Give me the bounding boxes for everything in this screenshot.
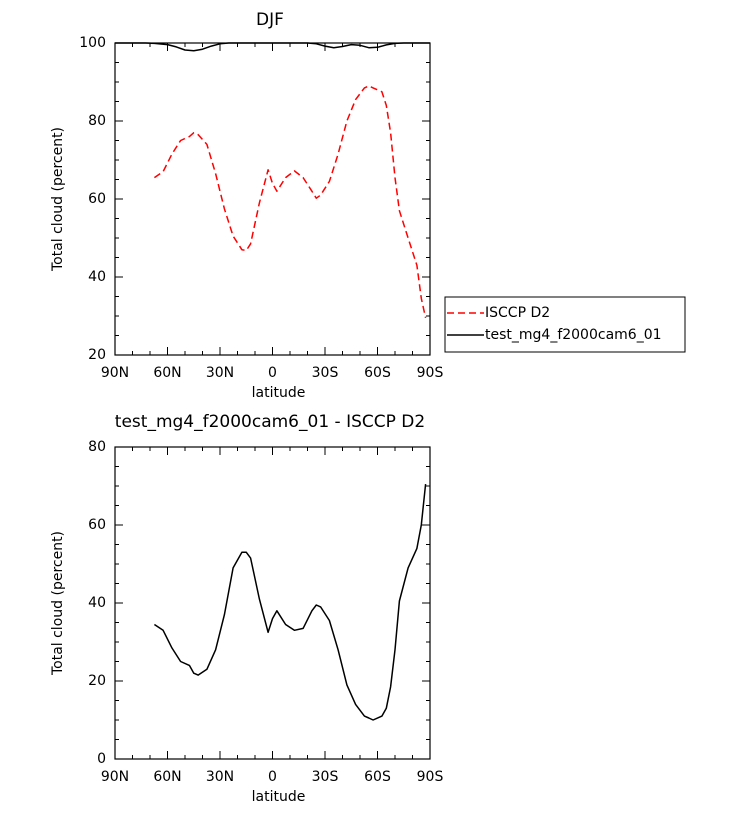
bottom-panel: test_mg4_f2000cam6_01 - ISCCP D2 90N 60N 30…: [50, 412, 443, 805]
y-axis-label: Total cloud (percent): [50, 531, 66, 676]
x-tick-label: 30S: [312, 769, 339, 785]
y-tick-label: 0: [97, 751, 106, 767]
x-tick-label: 60N: [153, 365, 181, 381]
y-tick-label: 100: [79, 35, 106, 51]
x-axis-label: latitude: [252, 789, 306, 805]
x-tick-label: 30N: [206, 365, 234, 381]
y-axis-label: Total cloud (percent): [50, 127, 66, 272]
top-panel: DJF 90N 60N 30N 0 30S 60S 90S 20 40 60 80 100 latitud…: [50, 10, 443, 401]
x-tick-label: 0: [268, 365, 277, 381]
y-tick-label: 40: [88, 269, 106, 285]
plot-frame: [114, 446, 431, 760]
x-tick-label: 60S: [364, 769, 391, 785]
series-line-difference: [153, 484, 427, 721]
chart-title: DJF: [256, 10, 284, 30]
x-tick-label: 90S: [417, 769, 444, 785]
series-line-isccp-d2: [153, 85, 427, 319]
legend: ISCCP D2 test_mg4_f2000cam6_01: [444, 296, 686, 353]
x-tick-label: 30N: [206, 769, 234, 785]
y-tick-label: 20: [88, 673, 106, 689]
x-tick-label: 30S: [312, 365, 339, 381]
x-tick-label: 60S: [364, 365, 391, 381]
x-tick-label: 0: [268, 769, 277, 785]
legend-box: [444, 296, 686, 353]
y-tick-label: 40: [88, 595, 106, 611]
legend-label: test_mg4_f2000cam6_01: [485, 327, 662, 343]
x-tick-label: 90S: [417, 365, 444, 381]
y-tick-label: 20: [88, 347, 106, 363]
x-tick-label: 60N: [153, 769, 181, 785]
legend-label: ISCCP D2: [485, 305, 550, 321]
chart-title: test_mg4_f2000cam6_01 - ISCCP D2: [115, 412, 425, 432]
x-axis-label: latitude: [252, 385, 306, 401]
y-tick-label: 80: [88, 439, 106, 455]
series-line-test-mg4-f2000cam6-01: [115, 42, 430, 52]
x-tick-label: 90N: [101, 365, 129, 381]
y-tick-label: 60: [88, 191, 106, 207]
x-tick-label: 90N: [101, 769, 129, 785]
plot-frame: [114, 42, 431, 356]
y-tick-label: 60: [88, 517, 106, 533]
y-tick-label: 80: [88, 113, 106, 129]
